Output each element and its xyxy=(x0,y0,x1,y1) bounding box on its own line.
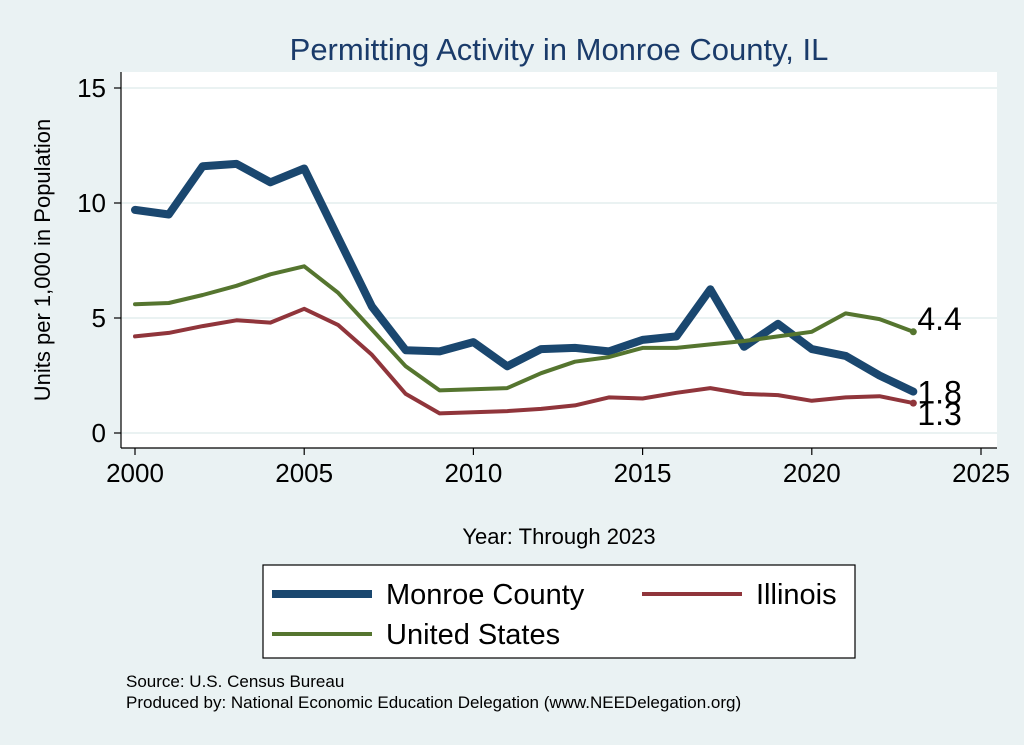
chart-title: Permitting Activity in Monroe County, IL xyxy=(290,32,829,67)
x-tick-label: 2010 xyxy=(444,458,502,488)
y-tick-label: 15 xyxy=(77,73,106,103)
source-line: Source: U.S. Census Bureau xyxy=(126,672,345,691)
x-axis-title: Year: Through 2023 xyxy=(462,524,655,549)
legend: Monroe County Illinois United States xyxy=(262,564,856,659)
x-tick-label: 2000 xyxy=(106,458,164,488)
end-marker xyxy=(909,388,917,396)
x-tick-label: 2005 xyxy=(275,458,333,488)
x-tick-label: 2015 xyxy=(614,458,672,488)
legend-label: Illinois xyxy=(756,579,837,611)
end-marker xyxy=(909,328,917,336)
series-line-monroe-county xyxy=(131,159,918,396)
end-marker xyxy=(909,399,917,407)
y-axis-title: Units per 1,000 in Population xyxy=(30,119,55,402)
legend-box xyxy=(262,564,856,659)
y-tick-label: 5 xyxy=(92,303,106,333)
series-line-united-states xyxy=(133,264,916,393)
legend-label: Monroe County xyxy=(386,579,585,611)
y-tick-label: 10 xyxy=(77,188,106,218)
end-value-label: 1.8 xyxy=(917,375,961,411)
producer-line: Produced by: National Economic Education… xyxy=(126,693,742,712)
source-note: Source: U.S. Census Bureau Produced by: … xyxy=(126,671,741,713)
x-tick-label: 2025 xyxy=(952,458,1010,488)
end-value-label: 4.4 xyxy=(917,301,961,337)
x-tick-label: 2020 xyxy=(783,458,841,488)
end-value-label: 1.3 xyxy=(917,396,961,432)
series-line-illinois xyxy=(133,306,916,416)
y-tick-label: 0 xyxy=(92,418,106,448)
plot-region xyxy=(121,72,997,448)
legend-label: United States xyxy=(386,619,560,651)
